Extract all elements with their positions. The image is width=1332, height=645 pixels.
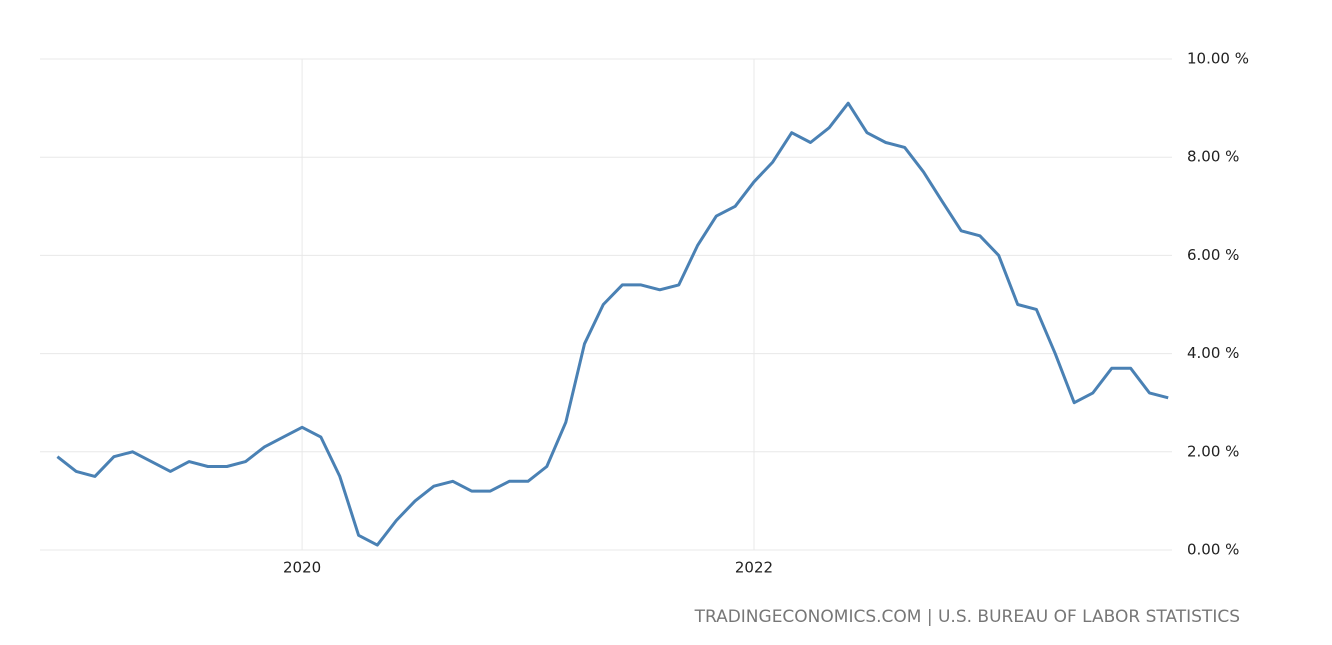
y-tick-label: 4.00 %: [1187, 344, 1239, 362]
source: TRADINGECONOMICS.COM | U.S. BUREAU OF LA…: [694, 607, 1240, 627]
y-tick-label: 6.00 %: [1187, 246, 1239, 264]
y-tick-label: 2.00 %: [1187, 442, 1239, 460]
y-tick-label: 8.00 %: [1187, 148, 1239, 166]
line-series: [56, 101, 1169, 547]
y-tick-label: 10.00 %: [1187, 50, 1249, 68]
y-tick-label: 0.00 %: [1187, 541, 1239, 559]
x-tick-label: 2022: [735, 559, 773, 577]
x-tick-label: 2020: [283, 559, 321, 577]
